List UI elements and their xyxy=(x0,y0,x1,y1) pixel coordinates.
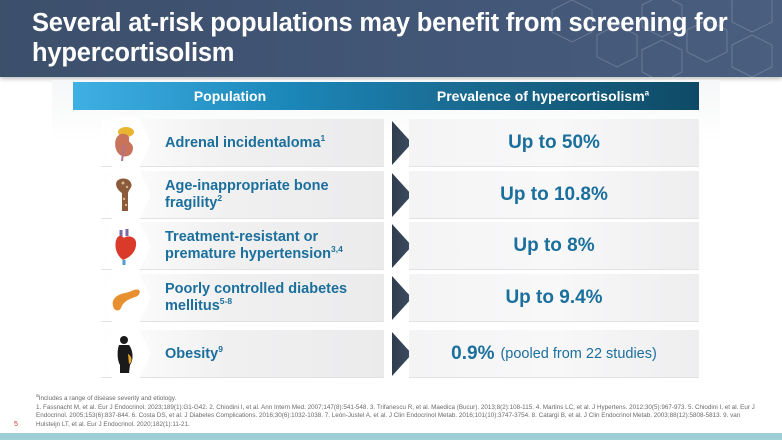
footnote-a: aIncludes a range of disease severity an… xyxy=(36,392,756,404)
population-label: Adrenal incidentaloma1 xyxy=(165,119,385,167)
population-label: Obesity9 xyxy=(165,330,385,378)
prevalence-note: (pooled from 22 studies) xyxy=(500,346,657,362)
reference-sup: 1 xyxy=(320,132,326,143)
column-header-prevalence-text: Prevalence of hypercortisolism xyxy=(436,88,645,104)
prevalence-text: Up to 8% xyxy=(513,235,595,256)
prevalence-text: 0.9% xyxy=(451,343,495,364)
reference-sup: 9 xyxy=(218,343,223,354)
column-header-population: Population xyxy=(193,88,267,104)
footnote-a-text: Includes a range of disease severity and… xyxy=(38,395,177,402)
reference-sup: 5-8 xyxy=(219,296,233,307)
prevalence-text: Up to 10.8% xyxy=(500,184,608,205)
population-label: Poorly controlled diabetes mellitus5-8 xyxy=(165,274,385,322)
prevalence-cell xyxy=(409,171,699,219)
footnotes: aIncludes a range of disease severity an… xyxy=(36,392,756,429)
population-text: Adrenal incidentaloma xyxy=(165,134,321,151)
hexagon-pattern-decoration xyxy=(551,0,773,77)
table-row: Treatment-resistant or premature hyperte… xyxy=(73,220,699,272)
bottom-accent-bar xyxy=(0,433,782,440)
population-text: Poorly controlled diabetes mellitus xyxy=(165,281,348,314)
table-row: Poorly controlled diabetes mellitus5-8 U… xyxy=(73,272,699,324)
prevalence-text: Up to 50% xyxy=(508,132,600,153)
prevalence-cell xyxy=(409,222,699,270)
footnote-marker: a xyxy=(644,88,650,98)
prevalence-value: Up to 50% xyxy=(409,119,699,167)
population-label: Age-inappropriate bone fragility2 xyxy=(165,171,385,219)
prevalence-value: Up to 9.4% xyxy=(409,274,699,322)
slide-title: Several at-risk populations may benefit … xyxy=(32,9,728,67)
footnote-marker: a xyxy=(36,392,39,399)
prevalence-text: Up to 9.4% xyxy=(505,287,603,308)
population-text: Treatment-resistant or premature hyperte… xyxy=(165,229,331,262)
prevalence-cell xyxy=(409,330,699,378)
column-header-prevalence: Prevalence of hypercortisolisma xyxy=(387,82,699,110)
title-banner: Several at-risk populations may benefit … xyxy=(0,0,782,77)
population-text: Age-inappropriate bone fragility xyxy=(165,178,329,211)
reference-sup: 2 xyxy=(217,193,223,204)
prevalence-value: Up to 8% xyxy=(409,222,699,270)
table-header: Population Prevalence of hypercortisolis… xyxy=(73,82,699,110)
table-row: Age-inappropriate bone fragility2 Up to … xyxy=(73,169,699,221)
table-row: Obesity9 0.9% (pooled from 22 studies) xyxy=(73,328,699,380)
page-number: 5 xyxy=(14,421,18,428)
prevalence-value: 0.9% (pooled from 22 studies) xyxy=(409,330,699,378)
population-text: Obesity xyxy=(165,345,219,362)
prevalence-value: Up to 10.8% xyxy=(409,171,699,219)
reference-sup: 3,4 xyxy=(331,244,343,255)
table-row: Adrenal incidentaloma1 Up to 50% xyxy=(73,117,699,169)
population-label: Treatment-resistant or premature hyperte… xyxy=(165,222,385,270)
prevalence-cell xyxy=(409,119,699,167)
references: 1. Fassnacht M, et al. Eur J Endocrinol.… xyxy=(36,403,755,428)
prevalence-cell xyxy=(409,274,699,322)
